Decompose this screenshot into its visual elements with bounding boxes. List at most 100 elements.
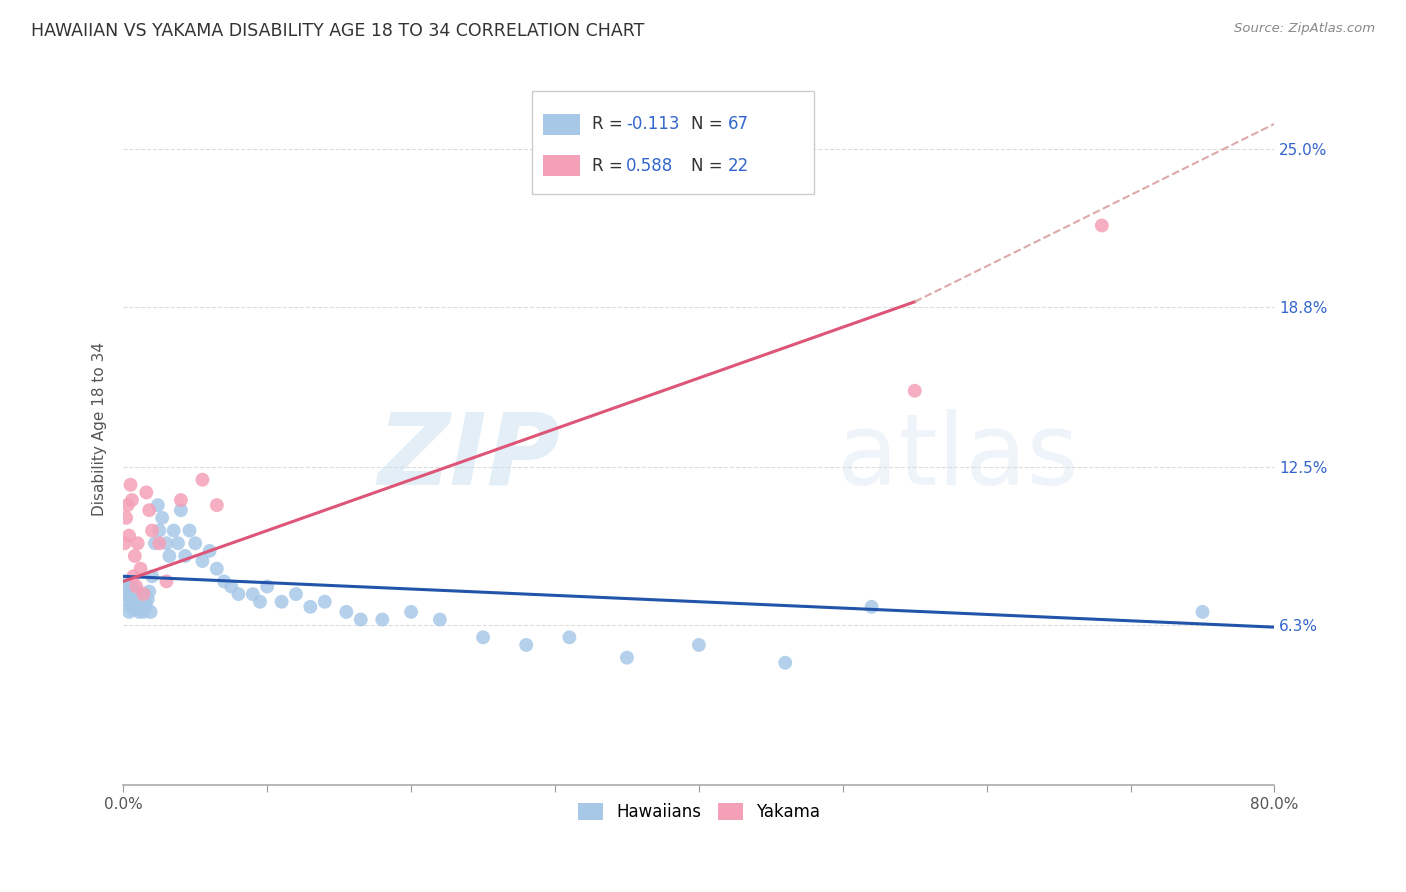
Point bbox=[141, 524, 163, 538]
FancyBboxPatch shape bbox=[531, 91, 814, 194]
Point bbox=[335, 605, 357, 619]
Legend: Hawaiians, Yakama: Hawaiians, Yakama bbox=[569, 795, 828, 830]
Point bbox=[132, 587, 155, 601]
Point bbox=[121, 597, 143, 611]
Point bbox=[127, 595, 149, 609]
Point bbox=[191, 554, 214, 568]
Point bbox=[167, 536, 190, 550]
Point bbox=[124, 549, 146, 563]
Text: 67: 67 bbox=[728, 115, 748, 133]
Point bbox=[120, 590, 142, 604]
Point bbox=[1191, 605, 1213, 619]
Point bbox=[128, 605, 150, 619]
Point bbox=[350, 613, 373, 627]
Point bbox=[860, 599, 883, 614]
Point bbox=[515, 638, 537, 652]
Point bbox=[399, 605, 422, 619]
Point bbox=[148, 536, 170, 550]
Point bbox=[125, 590, 148, 604]
Point bbox=[143, 536, 166, 550]
Point bbox=[155, 536, 177, 550]
Text: N =: N = bbox=[690, 115, 728, 133]
Point bbox=[170, 503, 193, 517]
Point bbox=[219, 579, 242, 593]
Point bbox=[616, 650, 638, 665]
Point bbox=[115, 579, 138, 593]
Point bbox=[314, 595, 336, 609]
Point bbox=[114, 587, 136, 601]
Text: 22: 22 bbox=[728, 156, 749, 175]
Point bbox=[129, 562, 152, 576]
Point bbox=[150, 511, 173, 525]
Point bbox=[285, 587, 308, 601]
Point bbox=[124, 582, 146, 596]
Point bbox=[249, 595, 271, 609]
Point bbox=[773, 656, 796, 670]
Point bbox=[132, 605, 155, 619]
Point bbox=[118, 584, 141, 599]
Point bbox=[120, 599, 142, 614]
Point bbox=[212, 574, 235, 589]
Point bbox=[688, 638, 710, 652]
Point bbox=[117, 595, 139, 609]
Point bbox=[121, 592, 143, 607]
Point bbox=[134, 595, 156, 609]
Point bbox=[146, 498, 169, 512]
Text: atlas: atlas bbox=[837, 409, 1078, 506]
Point bbox=[122, 569, 145, 583]
Point bbox=[125, 579, 148, 593]
Text: ZIP: ZIP bbox=[378, 409, 561, 506]
Point bbox=[299, 599, 322, 614]
Point bbox=[163, 524, 186, 538]
Point bbox=[198, 544, 221, 558]
Text: R =: R = bbox=[592, 115, 628, 133]
Point bbox=[174, 549, 197, 563]
Point bbox=[205, 562, 228, 576]
Point bbox=[157, 549, 180, 563]
Point bbox=[134, 587, 156, 601]
Point bbox=[117, 574, 139, 589]
Point bbox=[228, 587, 250, 601]
Point bbox=[472, 630, 495, 644]
Point bbox=[120, 477, 142, 491]
Point bbox=[138, 584, 160, 599]
Point bbox=[122, 602, 145, 616]
Point bbox=[127, 587, 149, 601]
Point bbox=[115, 511, 138, 525]
Y-axis label: Disability Age 18 to 34: Disability Age 18 to 34 bbox=[93, 342, 107, 516]
Point bbox=[371, 613, 394, 627]
Point bbox=[191, 473, 214, 487]
Point bbox=[131, 599, 153, 614]
Point bbox=[125, 599, 148, 614]
Point bbox=[270, 595, 292, 609]
Point bbox=[136, 592, 159, 607]
Point bbox=[148, 524, 170, 538]
Bar bbox=[544, 113, 581, 135]
Point bbox=[121, 493, 143, 508]
Point bbox=[170, 493, 193, 508]
Point bbox=[129, 592, 152, 607]
Point bbox=[141, 569, 163, 583]
Point bbox=[205, 498, 228, 512]
Point bbox=[138, 503, 160, 517]
Point bbox=[904, 384, 927, 398]
Text: R =: R = bbox=[592, 156, 628, 175]
Text: HAWAIIAN VS YAKAMA DISABILITY AGE 18 TO 34 CORRELATION CHART: HAWAIIAN VS YAKAMA DISABILITY AGE 18 TO … bbox=[31, 22, 644, 40]
Point bbox=[558, 630, 581, 644]
Point bbox=[118, 528, 141, 542]
Point bbox=[242, 587, 264, 601]
Point bbox=[117, 498, 139, 512]
Point bbox=[124, 595, 146, 609]
Point bbox=[135, 599, 157, 614]
Point bbox=[256, 579, 278, 593]
Point bbox=[184, 536, 207, 550]
Point bbox=[139, 605, 162, 619]
Point bbox=[1091, 219, 1114, 233]
Point bbox=[118, 605, 141, 619]
Point bbox=[114, 536, 136, 550]
Bar bbox=[544, 155, 581, 177]
Text: 0.588: 0.588 bbox=[626, 156, 673, 175]
Point bbox=[122, 587, 145, 601]
Text: N =: N = bbox=[690, 156, 728, 175]
Point bbox=[135, 485, 157, 500]
